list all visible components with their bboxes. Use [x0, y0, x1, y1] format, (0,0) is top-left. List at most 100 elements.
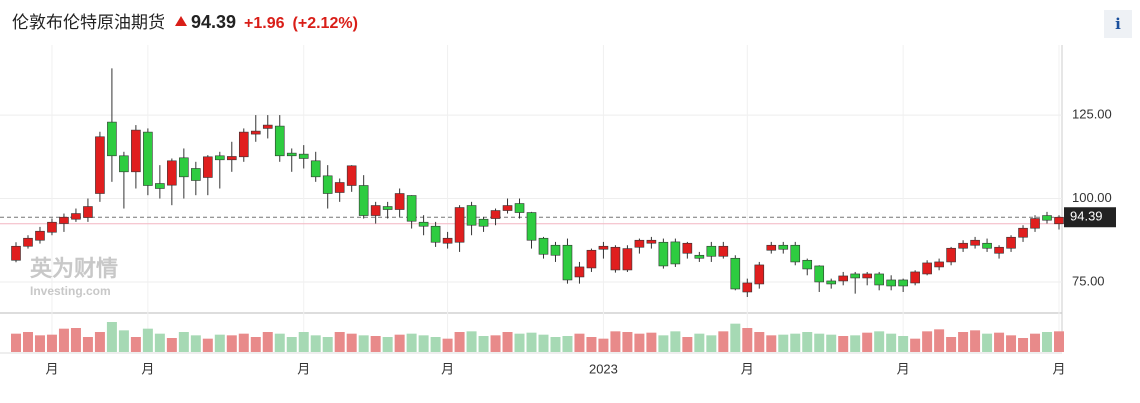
volume-bar [490, 335, 501, 352]
candle-body [490, 210, 501, 219]
price: 94.39 [191, 12, 237, 32]
chart-title: 伦敦布伦特原油期货 [12, 13, 165, 32]
volume-bar [946, 337, 957, 352]
candle-body [538, 237, 549, 255]
volume-bar [262, 332, 273, 352]
volume-bar [814, 333, 825, 352]
x-tick-label: 2023 [589, 361, 618, 376]
candle-body [562, 244, 573, 281]
volume-bar [34, 335, 45, 352]
candle-body [874, 273, 884, 286]
volume-bar [694, 333, 705, 352]
candle-body [83, 206, 93, 218]
volume-bar [226, 335, 237, 352]
candle-body [514, 203, 525, 213]
volume-bar [310, 335, 321, 352]
volume-bar [322, 337, 333, 352]
candle-body [107, 121, 117, 157]
candle-body [179, 157, 189, 178]
header: 伦敦布伦特原油期货 94.39 +1.96 (+2.12%) [12, 8, 358, 33]
candle-body [47, 221, 57, 233]
candle-body [191, 168, 201, 181]
candle-body [946, 247, 956, 263]
candle-body [682, 242, 693, 254]
candle-body [754, 264, 765, 285]
candle-body [622, 248, 633, 271]
volume-bar [298, 332, 309, 352]
volume-bar [910, 338, 921, 352]
candle-body [1006, 236, 1016, 249]
volume-bar [790, 333, 801, 352]
x-tick-label: 月 [1052, 361, 1065, 376]
info-button[interactable]: i [1104, 10, 1132, 38]
volume-bar [1018, 338, 1029, 352]
candle-body [370, 205, 381, 216]
volume-bar [466, 331, 477, 352]
volume-bar [82, 337, 93, 352]
candle-body [826, 280, 837, 285]
candle-body [466, 205, 477, 226]
volume-bar [922, 331, 933, 352]
candle-body [1042, 215, 1052, 221]
change: +1.96 [244, 15, 285, 32]
x-tick-label: 月 [297, 361, 310, 376]
candle-body [658, 241, 669, 267]
volume-bar [274, 333, 285, 352]
candle-body [898, 279, 908, 287]
volume-bar [418, 335, 429, 352]
candle-body [334, 182, 345, 193]
volume-bar [970, 330, 981, 352]
candle-body [526, 212, 537, 241]
watermark: Investing.com [30, 284, 111, 298]
volume-bar [358, 335, 369, 352]
candle-body [994, 246, 1004, 254]
candle-body [442, 237, 453, 244]
candle-body [23, 237, 33, 247]
volume-bar [286, 337, 297, 352]
volume-bar [70, 328, 81, 352]
volume-bar [622, 332, 633, 352]
candle-body [298, 153, 309, 159]
volume-bar [1006, 335, 1017, 352]
price-tag [1064, 207, 1116, 228]
volume-bar [598, 338, 609, 352]
volume-bar [202, 338, 213, 352]
volume-bar [826, 334, 837, 352]
candle-body [910, 271, 920, 284]
volume-bar [118, 330, 129, 352]
volume-bar [190, 335, 201, 352]
change-pct: (+2.12%) [292, 15, 358, 32]
volume-bar [670, 331, 681, 352]
volume-bar [406, 333, 417, 352]
candle-body [862, 273, 872, 279]
up-arrow [175, 15, 187, 26]
volume-bar [94, 332, 105, 352]
volume-bar [394, 334, 405, 352]
candle-body [71, 213, 81, 220]
candle-body [574, 266, 585, 278]
volume-bar [550, 337, 561, 352]
candle-body [262, 124, 273, 129]
volume-bar [1030, 333, 1041, 352]
candle-body [226, 156, 237, 161]
candle-body [814, 265, 825, 283]
volume-bar [370, 336, 381, 352]
candle-body [250, 130, 261, 135]
candle-body [406, 195, 417, 222]
volume-bar [862, 332, 873, 352]
candle-body [718, 245, 729, 257]
volume-bar [994, 332, 1005, 352]
volume-bar [658, 335, 669, 352]
volume-bar [454, 332, 465, 352]
volume-bar [646, 332, 657, 352]
candle-body [790, 244, 801, 263]
candle-body [586, 249, 597, 269]
candle-body [922, 262, 932, 275]
candle-body [11, 245, 21, 261]
candle-body [394, 193, 405, 210]
volume-bar [346, 333, 357, 352]
volume-bar [838, 336, 849, 352]
volume-bar [586, 337, 597, 352]
